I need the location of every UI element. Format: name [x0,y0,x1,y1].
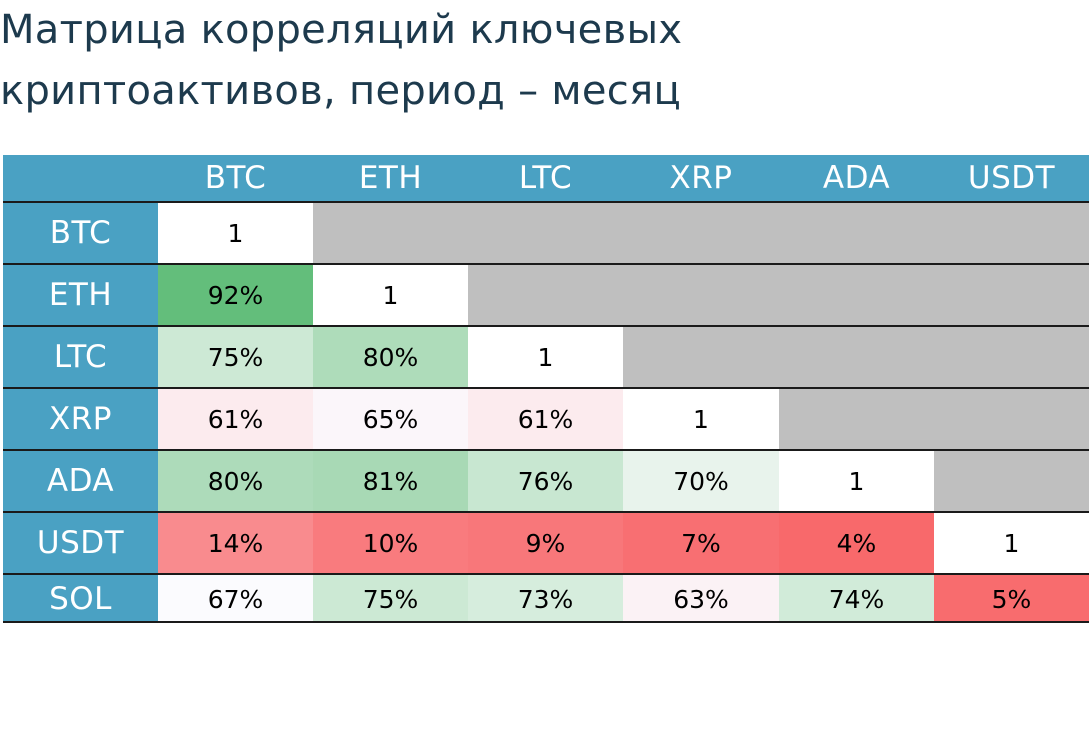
correlation-cell: 10% [313,513,468,573]
empty-cell [623,265,779,325]
correlation-cell: 5% [934,575,1089,623]
empty-cell [779,203,934,263]
row-separator [3,621,1089,623]
row-separator [3,449,1089,451]
correlation-cell: 7% [623,513,779,573]
correlation-cell: 1 [468,327,623,387]
correlation-cell: 76% [468,451,623,511]
correlation-cell: 4% [779,513,934,573]
chart-title-line-1: Матрица корреляций ключевых [0,7,683,53]
column-header-usdt: USDT [934,155,1089,201]
empty-cell [934,265,1089,325]
row-header-eth: ETH [3,265,158,325]
correlation-cell: 80% [158,451,313,511]
chart-title: Матрица корреляций ключевых криптоактиво… [0,0,1080,122]
correlation-cell: 81% [313,451,468,511]
empty-cell [468,203,623,263]
empty-cell [623,327,779,387]
correlation-matrix: BTC ETH LTC XRP ADA USDT BTC 1 ETH 92% 1 LTC 75% 80% 1… [3,155,1089,623]
row-separator [3,387,1089,389]
correlation-cell: 63% [623,575,779,623]
empty-cell [468,265,623,325]
correlation-cell: 1 [934,513,1089,573]
correlation-cell: 75% [313,575,468,623]
correlation-cell: 75% [158,327,313,387]
row-separator [3,263,1089,265]
empty-cell [934,203,1089,263]
chart-title-line-2: криптоактивов, период – месяц [0,68,681,114]
correlation-cell: 14% [158,513,313,573]
empty-cell [934,451,1089,511]
row-separator [3,573,1089,575]
row-separator [3,201,1089,203]
row-header-sol: SOL [3,575,158,623]
row-header-btc: BTC [3,203,158,263]
correlation-cell: 1 [623,389,779,449]
empty-cell [934,389,1089,449]
row-header-usdt: USDT [3,513,158,573]
correlation-cell: 74% [779,575,934,623]
column-header-ada: ADA [779,155,934,201]
correlation-cell: 70% [623,451,779,511]
correlation-cell: 9% [468,513,623,573]
correlation-cell: 61% [158,389,313,449]
correlation-cell: 92% [158,265,313,325]
empty-cell [313,203,468,263]
empty-cell [779,265,934,325]
correlation-cell: 1 [313,265,468,325]
correlation-cell: 65% [313,389,468,449]
header-corner [3,155,158,201]
empty-cell [779,389,934,449]
row-header-xrp: XRP [3,389,158,449]
row-separator [3,511,1089,513]
correlation-cell: 61% [468,389,623,449]
correlation-cell: 67% [158,575,313,623]
correlation-cell: 1 [158,203,313,263]
empty-cell [779,327,934,387]
correlation-cell: 80% [313,327,468,387]
correlation-cell: 1 [779,451,934,511]
column-header-btc: BTC [158,155,313,201]
correlation-cell: 73% [468,575,623,623]
column-header-ltc: LTC [468,155,623,201]
empty-cell [934,327,1089,387]
row-header-ada: ADA [3,451,158,511]
row-header-ltc: LTC [3,327,158,387]
column-header-eth: ETH [313,155,468,201]
row-separator [3,325,1089,327]
column-header-xrp: XRP [623,155,779,201]
empty-cell [623,203,779,263]
